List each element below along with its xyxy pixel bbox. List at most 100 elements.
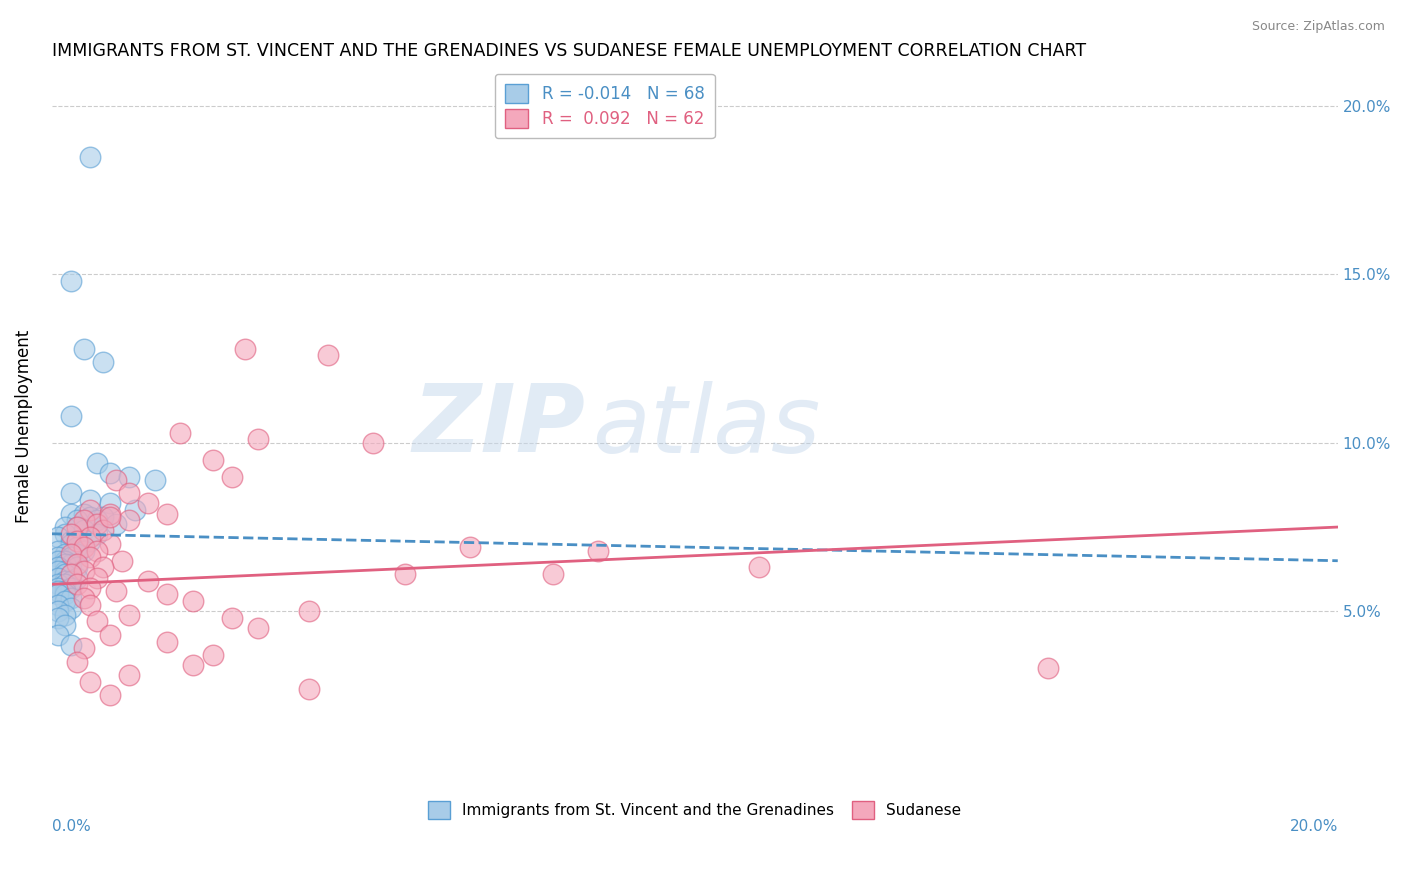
Point	[136, 496, 159, 510]
Point	[169, 425, 191, 440]
Point	[46, 577, 69, 591]
Point	[91, 524, 114, 538]
Point	[46, 604, 69, 618]
Point	[91, 355, 114, 369]
Point	[46, 611, 69, 625]
Point	[46, 530, 69, 544]
Point	[53, 547, 76, 561]
Point	[60, 591, 83, 605]
Point	[79, 530, 101, 544]
Point	[60, 567, 83, 582]
Point	[98, 689, 121, 703]
Point	[60, 574, 83, 588]
Point	[46, 560, 69, 574]
Text: Source: ZipAtlas.com: Source: ZipAtlas.com	[1251, 20, 1385, 33]
Point	[361, 435, 384, 450]
Point	[66, 533, 89, 548]
Point	[118, 469, 141, 483]
Point	[73, 342, 96, 356]
Point	[588, 543, 610, 558]
Point	[118, 607, 141, 622]
Point	[79, 550, 101, 565]
Point	[156, 507, 179, 521]
Point	[46, 543, 69, 558]
Point	[143, 473, 166, 487]
Point	[53, 574, 76, 588]
Point	[73, 524, 96, 538]
Point	[53, 594, 76, 608]
Legend: Immigrants from St. Vincent and the Grenadines, Sudanese: Immigrants from St. Vincent and the Gren…	[422, 795, 967, 825]
Point	[298, 604, 321, 618]
Point	[46, 628, 69, 642]
Point	[118, 668, 141, 682]
Point	[86, 456, 108, 470]
Point	[53, 587, 76, 601]
Point	[118, 513, 141, 527]
Text: IMMIGRANTS FROM ST. VINCENT AND THE GRENADINES VS SUDANESE FEMALE UNEMPLOYMENT C: IMMIGRANTS FROM ST. VINCENT AND THE GREN…	[52, 42, 1085, 60]
Point	[156, 587, 179, 601]
Point	[316, 348, 339, 362]
Point	[46, 584, 69, 599]
Point	[246, 433, 269, 447]
Point	[60, 567, 83, 582]
Point	[86, 615, 108, 629]
Point	[86, 543, 108, 558]
Point	[73, 541, 96, 555]
Point	[181, 658, 204, 673]
Point	[79, 503, 101, 517]
Point	[124, 503, 146, 517]
Point	[60, 409, 83, 423]
Point	[60, 550, 83, 565]
Point	[66, 513, 89, 527]
Point	[91, 560, 114, 574]
Point	[66, 557, 89, 571]
Point	[98, 507, 121, 521]
Y-axis label: Female Unemployment: Female Unemployment	[15, 329, 32, 523]
Point	[66, 655, 89, 669]
Point	[458, 541, 481, 555]
Point	[53, 564, 76, 578]
Point	[394, 567, 416, 582]
Point	[66, 547, 89, 561]
Text: atlas: atlas	[592, 381, 820, 472]
Point	[156, 634, 179, 648]
Point	[53, 526, 76, 541]
Point	[748, 560, 770, 574]
Point	[46, 587, 69, 601]
Point	[73, 591, 96, 605]
Point	[53, 557, 76, 571]
Point	[46, 598, 69, 612]
Point	[86, 513, 108, 527]
Point	[60, 638, 83, 652]
Point	[91, 510, 114, 524]
Point	[46, 581, 69, 595]
Point	[66, 560, 89, 574]
Point	[181, 594, 204, 608]
Point	[98, 496, 121, 510]
Point	[46, 570, 69, 584]
Point	[53, 520, 76, 534]
Point	[60, 486, 83, 500]
Point	[53, 584, 76, 599]
Point	[86, 516, 108, 531]
Point	[543, 567, 565, 582]
Point	[46, 550, 69, 565]
Point	[79, 581, 101, 595]
Point	[66, 570, 89, 584]
Point	[136, 574, 159, 588]
Point	[73, 564, 96, 578]
Point	[60, 507, 83, 521]
Point	[60, 557, 83, 571]
Point	[60, 526, 83, 541]
Point	[246, 621, 269, 635]
Point	[221, 611, 243, 625]
Point	[73, 507, 96, 521]
Point	[79, 150, 101, 164]
Point	[86, 570, 108, 584]
Point	[73, 641, 96, 656]
Point	[86, 526, 108, 541]
Point	[66, 541, 89, 555]
Text: 0.0%: 0.0%	[52, 819, 90, 833]
Point	[98, 510, 121, 524]
Text: 20.0%: 20.0%	[1289, 819, 1337, 833]
